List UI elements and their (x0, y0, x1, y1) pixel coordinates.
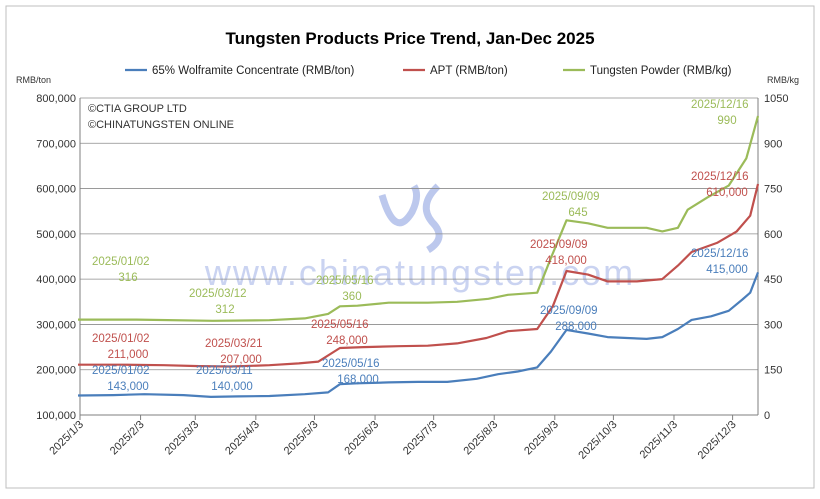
left-tick-label: 200,000 (36, 365, 76, 377)
right-tick-label: 600 (764, 229, 782, 241)
data-label-value: 316 (118, 272, 137, 284)
data-label-0-4: 2025/12/16 415,000 (691, 248, 749, 276)
left-tick-label: 700,000 (36, 138, 76, 150)
watermark-logo-left (378, 184, 421, 227)
data-label-date: 2025/12/16 (691, 99, 749, 111)
data-label-date: 2025/12/16 (691, 248, 749, 260)
data-labels: 2025/01/02143,0002025/03/11140,0002025/0… (92, 99, 749, 393)
left-tick-label: 600,000 (36, 184, 76, 196)
series-line-0 (77, 272, 760, 398)
left-tick-label: 500,000 (36, 229, 76, 241)
data-label-date: 2025/09/09 (530, 239, 588, 251)
right-tick-label: 300 (764, 319, 782, 331)
data-label-date: 2025/05/16 (322, 358, 380, 370)
legend-label-1: APT (RMB/ton) (430, 65, 508, 77)
data-label-value: 415,000 (706, 264, 748, 276)
series-line-2 (78, 115, 760, 322)
right-tick-label: 900 (764, 138, 782, 150)
data-label-2-3: 2025/09/09 645 (542, 191, 600, 219)
data-label-value: 610,000 (706, 187, 748, 199)
data-label-date: 2025/09/09 (540, 305, 598, 317)
data-label-2-1: 2025/03/12 312 (189, 288, 247, 316)
data-label-1-0: 2025/01/02 211,000 (92, 333, 150, 361)
data-label-value: 143,000 (107, 381, 149, 393)
data-label-date: 2025/01/02 (92, 333, 150, 345)
data-label-value: 140,000 (211, 381, 253, 393)
data-label-value: 312 (215, 304, 234, 316)
data-label-value: 207,000 (220, 354, 262, 366)
left-axis-unit: RMB/ton (16, 75, 51, 85)
data-label-date: 2025/05/16 (311, 319, 369, 331)
right-axis-unit: RMB/kg (767, 75, 799, 85)
data-label-date: 2025/01/02 (92, 365, 150, 377)
data-label-date: 2025/05/16 (316, 275, 374, 287)
data-label-value: 288,000 (555, 321, 597, 333)
data-label-value: 990 (717, 115, 736, 127)
right-tick-label: 150 (764, 365, 782, 377)
legend: 65% Wolframite Concentrate (RMB/ton) APT … (125, 65, 732, 77)
data-label-1-1: 2025/03/21 207,000 (205, 338, 263, 366)
right-tick-label: 750 (764, 184, 782, 196)
left-tick-label: 800,000 (36, 93, 76, 105)
left-tick-label: 100,000 (36, 410, 76, 422)
data-label-value: 418,000 (545, 255, 587, 267)
watermark-logo-right (422, 183, 443, 254)
data-label-1-4: 2025/12/16 610,000 (691, 171, 749, 199)
data-label-0-0: 2025/01/02 143,000 (92, 365, 150, 393)
data-label-date: 2025/03/21 (205, 338, 263, 350)
data-label-date: 2025/03/11 (196, 365, 253, 377)
data-label-2-4: 2025/12/16 990 (691, 99, 749, 127)
data-label-1-2: 2025/05/16 248,000 (311, 319, 369, 347)
data-label-value: 360 (342, 291, 361, 303)
data-label-1-3: 2025/09/09 418,000 (530, 239, 588, 267)
data-label-value: 645 (568, 207, 587, 219)
series-lines (77, 115, 760, 398)
data-label-0-2: 2025/05/16 168,000 (322, 358, 380, 386)
data-label-0-3: 2025/09/09 288,000 (540, 305, 598, 333)
data-label-value: 168,000 (337, 374, 379, 386)
data-label-2-2: 2025/05/16 360 (316, 275, 374, 303)
data-label-date: 2025/03/12 (189, 288, 247, 300)
chart-title: Tungsten Products Price Trend, Jan-Dec 2… (225, 29, 594, 48)
data-label-0-1: 2025/03/11 140,000 (196, 365, 253, 393)
left-tick-label: 300,000 (36, 319, 76, 331)
legend-label-0: 65% Wolframite Concentrate (RMB/ton) (152, 65, 355, 77)
right-tick-label: 450 (764, 274, 782, 286)
chart-border (5, 5, 815, 489)
legend-label-2: Tungsten Powder (RMB/kg) (590, 65, 732, 77)
data-label-value: 248,000 (326, 335, 368, 347)
copyright-line-1: ©CTIA GROUP LTD (88, 103, 187, 115)
data-label-value: 211,000 (108, 349, 149, 361)
left-tick-label: 400,000 (36, 274, 76, 286)
right-tick-label: 0 (764, 410, 770, 422)
data-label-2-0: 2025/01/02 316 (92, 256, 150, 284)
series-line-1 (78, 183, 760, 368)
data-label-date: 2025/01/02 (92, 256, 150, 268)
right-tick-label: 1050 (764, 93, 788, 105)
data-label-date: 2025/09/09 (542, 191, 600, 203)
data-label-date: 2025/12/16 (691, 171, 749, 183)
copyright-line-2: ©CHINATUNGSTEN ONLINE (88, 119, 234, 131)
